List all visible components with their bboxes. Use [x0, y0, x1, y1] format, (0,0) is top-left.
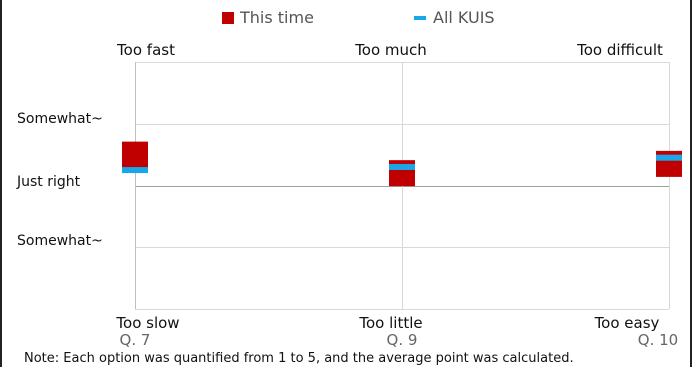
chart-legend: This time All KUIS	[0, 8, 693, 30]
bottom-label-q10: Too easy	[594, 314, 660, 332]
legend-item-all-kuis: All KUIS	[414, 8, 495, 27]
bottom-label-q7: Too slow	[116, 314, 180, 332]
frame-left-border	[0, 0, 2, 367]
bottom-label-q9: Too little	[359, 314, 423, 332]
legend-label-this-time: This time	[240, 8, 314, 27]
y-label-somewhat-lower: Somewhat~	[17, 233, 103, 249]
marker-all-kuis-7	[122, 167, 148, 174]
legend-label-all-kuis: All KUIS	[433, 8, 495, 27]
top-label-q9: Too much	[355, 41, 427, 59]
legend-dash-swatch	[414, 16, 426, 20]
data-marks	[122, 141, 682, 187]
marker-this-time-7	[122, 141, 148, 168]
top-label-q10: Too difficult	[577, 41, 663, 59]
category-label-q9: Q. 9	[386, 331, 418, 349]
legend-square-swatch	[222, 12, 234, 24]
legend-item-this-time: This time	[222, 8, 314, 27]
category-label-q7: Q. 7	[119, 331, 151, 349]
marker-all-kuis-10	[656, 154, 682, 161]
y-label-just-right: Just right	[17, 174, 81, 190]
marker-all-kuis-9	[389, 163, 415, 170]
frame-right-border	[690, 0, 692, 367]
y-label-somewhat-upper: Somewhat~	[17, 111, 103, 127]
footnote: Note: Each option was quantified from 1 …	[24, 351, 574, 366]
category-label-q10: Q. 10	[637, 331, 679, 349]
top-label-q7: Too fast	[117, 41, 175, 59]
